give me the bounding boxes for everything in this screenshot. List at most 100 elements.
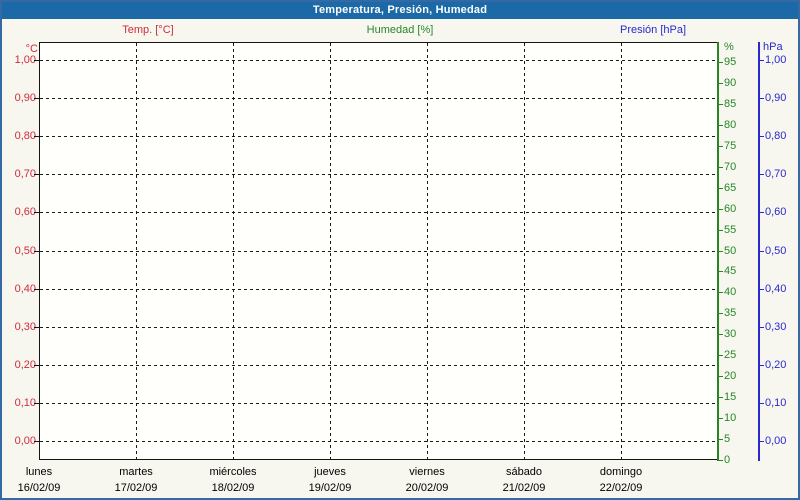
temperature-tick-mark xyxy=(34,441,39,442)
y-tick-label-temperature: 0,50 xyxy=(14,244,36,257)
h-gridline xyxy=(40,98,717,100)
y-tick-label-pressure: 0,70 xyxy=(765,168,787,181)
v-gridline xyxy=(427,43,428,459)
y-tick-label-humidity: 45 xyxy=(724,265,737,278)
h-gridline xyxy=(40,441,717,442)
pressure-tick-mark xyxy=(760,250,764,252)
y-tick-label-humidity: 90 xyxy=(724,76,737,89)
y-tick-label-humidity: 40 xyxy=(724,286,737,299)
y-tick-label-pressure: 0,30 xyxy=(765,320,787,333)
humidity-tick-mark xyxy=(719,166,723,168)
pressure-tick-mark xyxy=(760,98,764,100)
y-tick-label-humidity: 15 xyxy=(724,391,737,404)
y-tick-label-pressure: 0,10 xyxy=(765,396,787,409)
y-tick-label-humidity: 65 xyxy=(724,181,737,194)
y-tick-label-humidity: 5 xyxy=(724,433,731,446)
pressure-axis-title: Presión [hPa] xyxy=(619,24,687,36)
h-gridline xyxy=(40,136,717,138)
h-gridline xyxy=(40,326,717,328)
humidity-tick-mark xyxy=(719,145,723,147)
humidity-tick-mark xyxy=(719,62,723,63)
y-tick-label-temperature: 0,80 xyxy=(14,130,36,143)
plot-left-axis-line xyxy=(39,42,40,460)
y-tick-label-humidity: 25 xyxy=(724,349,737,362)
pressure-axis-line xyxy=(758,42,760,461)
h-gridline xyxy=(40,402,717,404)
y-tick-label-temperature: 0,00 xyxy=(14,435,36,447)
y-tick-label-humidity: 80 xyxy=(724,118,737,131)
y-tick-label-humidity: 85 xyxy=(724,97,737,110)
temperature-tick-mark xyxy=(34,60,39,61)
pressure-tick-mark xyxy=(760,288,764,290)
v-gridline xyxy=(330,43,331,459)
y-tick-label-humidity: 10 xyxy=(724,412,737,425)
window-title: Temperatura, Presión, Humedad xyxy=(312,4,488,16)
y-tick-label-temperature: 0,90 xyxy=(14,92,36,105)
y-tick-label-humidity: 50 xyxy=(724,244,737,257)
temperature-tick-mark xyxy=(34,174,39,176)
x-day-label: martes xyxy=(119,466,153,478)
x-day-label: miércoles xyxy=(209,466,257,478)
temperature-tick-mark xyxy=(34,212,39,214)
pressure-unit-label: hPa xyxy=(763,41,783,53)
humidity-tick-mark xyxy=(719,460,723,461)
pressure-tick-mark xyxy=(760,174,764,176)
temperature-axis-title: Temp. [°C] xyxy=(122,24,174,36)
plot-top-border-line xyxy=(39,42,719,43)
x-day-label: lunes xyxy=(25,466,53,478)
temperature-unit-label: °C xyxy=(25,43,38,55)
y-tick-label-temperature: 0,70 xyxy=(14,168,36,181)
y-tick-label-humidity: 55 xyxy=(724,223,737,236)
pressure-tick-mark xyxy=(760,60,764,61)
x-date-label: 20/02/09 xyxy=(405,482,449,494)
y-tick-label-humidity: 35 xyxy=(724,307,737,320)
humidity-tick-mark xyxy=(719,124,723,126)
h-gridline xyxy=(40,212,717,214)
plot-bottom-axis-line xyxy=(39,459,719,460)
temperature-tick-mark xyxy=(34,136,39,138)
pressure-tick-mark xyxy=(760,441,764,442)
pressure-tick-mark xyxy=(760,326,764,328)
humidity-tick-mark xyxy=(719,292,723,294)
h-gridline xyxy=(40,288,717,290)
y-tick-label-pressure: 0,50 xyxy=(765,244,787,257)
h-gridline xyxy=(40,60,717,61)
temperature-tick-mark xyxy=(34,250,39,252)
humidity-tick-mark xyxy=(719,271,723,273)
x-day-label: sábado xyxy=(505,466,543,478)
pressure-tick-mark xyxy=(760,364,764,366)
y-tick-label-pressure: 0,80 xyxy=(765,130,787,143)
y-tick-label-pressure: 0,20 xyxy=(765,358,787,371)
temperature-tick-mark xyxy=(34,288,39,290)
x-day-label: viernes xyxy=(409,466,445,478)
y-tick-label-humidity: 60 xyxy=(724,202,737,215)
y-tick-label-pressure: 0,90 xyxy=(765,92,787,105)
x-date-label: 19/02/09 xyxy=(308,482,352,494)
x-day-label: domingo xyxy=(599,466,643,478)
y-tick-label-humidity: 95 xyxy=(724,56,737,68)
y-tick-label-pressure: 0,40 xyxy=(765,282,787,295)
humidity-tick-mark xyxy=(719,229,723,231)
humidity-tick-mark xyxy=(719,397,723,399)
v-gridline xyxy=(524,43,525,459)
humidity-tick-mark xyxy=(719,418,723,420)
humidity-axis-title: Humedad [%] xyxy=(366,24,434,36)
v-gridline xyxy=(233,43,234,459)
y-tick-label-temperature: 0,60 xyxy=(14,206,36,219)
humidity-unit-label: % xyxy=(724,41,734,53)
x-date-label: 16/02/09 xyxy=(17,482,61,494)
humidity-tick-mark xyxy=(719,439,723,441)
h-gridline xyxy=(40,364,717,366)
y-tick-label-humidity: 0 xyxy=(724,454,731,466)
humidity-tick-mark xyxy=(719,208,723,210)
x-date-label: 21/02/09 xyxy=(502,482,546,494)
title-bar: Temperatura, Presión, Humedad xyxy=(2,2,798,19)
temperature-tick-mark xyxy=(34,326,39,328)
humidity-tick-mark xyxy=(719,187,723,189)
y-tick-label-temperature: 0,30 xyxy=(14,320,36,333)
humidity-axis-line xyxy=(717,42,719,461)
h-gridline xyxy=(40,250,717,252)
y-tick-label-temperature: 0,10 xyxy=(14,396,36,409)
x-date-label: 17/02/09 xyxy=(114,482,158,494)
